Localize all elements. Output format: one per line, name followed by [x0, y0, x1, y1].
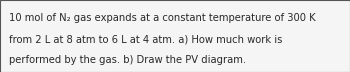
Text: 10 mol of N₂ gas expands at a constant temperature of 300 K: 10 mol of N₂ gas expands at a constant t… — [9, 13, 315, 23]
Text: performed by the gas. b) Draw the PV diagram.: performed by the gas. b) Draw the PV dia… — [9, 55, 246, 65]
Text: from 2 L at 8 atm to 6 L at 4 atm. a) How much work is: from 2 L at 8 atm to 6 L at 4 atm. a) Ho… — [9, 34, 282, 44]
